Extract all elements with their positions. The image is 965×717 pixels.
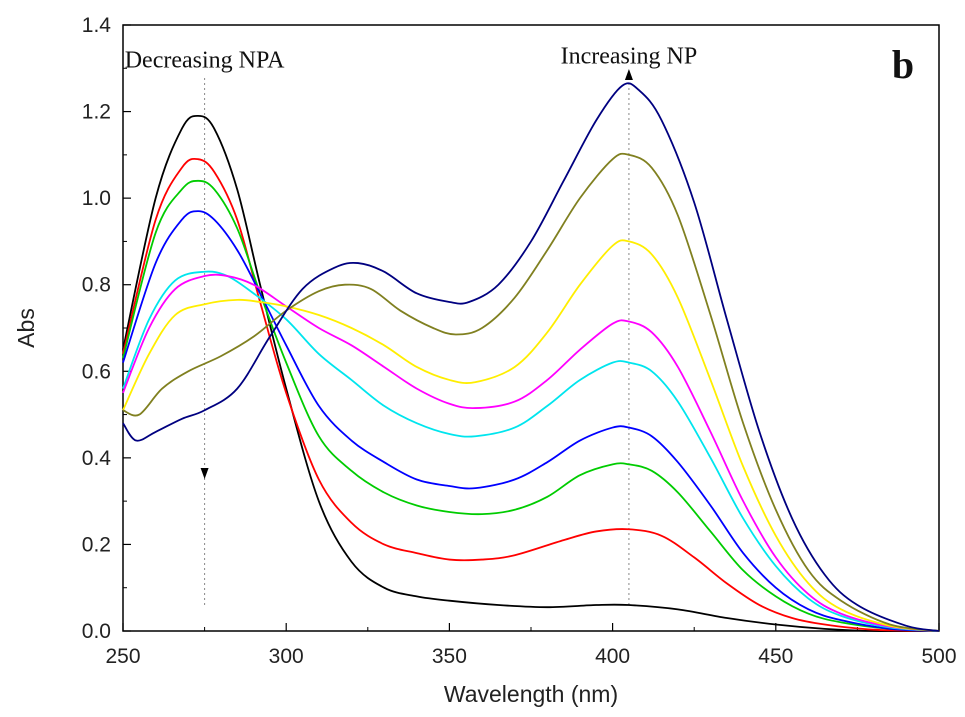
series-line-4 xyxy=(122,210,940,632)
y-axis-ticks: 0.0 0.2 0.4 0.6 0.8 1.0 1.2 1.4 xyxy=(82,14,131,643)
y-tick-label: 1.0 xyxy=(82,187,111,210)
series-line-3 xyxy=(122,179,940,632)
x-tick-label: 450 xyxy=(758,645,793,668)
annotation-layer: Decreasing NPA Increasing NP xyxy=(125,43,698,479)
series-line-8 xyxy=(122,152,940,632)
series-line-5 xyxy=(122,270,940,632)
series-line-9 xyxy=(122,82,940,632)
y-tick-label: 1.2 xyxy=(82,101,111,124)
x-axis-label: Wavelength (nm) xyxy=(444,681,618,707)
annotation-arrow xyxy=(200,468,209,479)
y-tick-label: 0.8 xyxy=(82,274,111,297)
y-axis-label: Abs xyxy=(13,308,39,348)
series-line-6 xyxy=(122,273,940,632)
annotation-text: Increasing NP xyxy=(561,43,698,69)
x-tick-label: 300 xyxy=(269,645,304,668)
y-tick-label: 0.4 xyxy=(82,447,112,470)
y-tick-label: 0.6 xyxy=(82,360,111,383)
y-tick-label: 1.4 xyxy=(82,14,112,37)
x-tick-label: 350 xyxy=(432,645,467,668)
annotation-arrow xyxy=(624,69,633,80)
plot-frame xyxy=(122,24,940,632)
reference-lines xyxy=(204,78,630,605)
panel-label: b xyxy=(892,42,914,87)
series-line-1 xyxy=(122,114,940,633)
annotation-text: Decreasing NPA xyxy=(125,48,285,74)
x-axis-ticks: 250 300 350 400 450 500 xyxy=(105,623,957,668)
series-line-7 xyxy=(122,239,940,632)
series-line-2 xyxy=(122,157,940,632)
y-tick-label: 0.0 xyxy=(82,620,111,643)
y-tick-label: 0.2 xyxy=(82,533,111,556)
x-tick-label: 400 xyxy=(595,645,630,668)
x-tick-label: 250 xyxy=(105,645,140,668)
x-tick-label: 500 xyxy=(921,645,956,668)
series-layer xyxy=(122,82,940,633)
